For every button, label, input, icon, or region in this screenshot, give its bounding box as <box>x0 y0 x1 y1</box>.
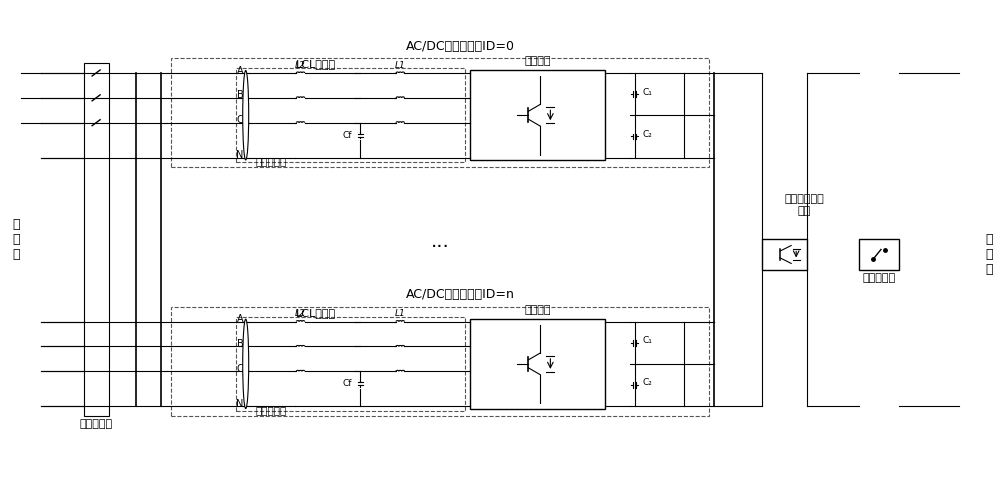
Text: Cf: Cf <box>343 131 352 140</box>
Text: C₂: C₂ <box>643 130 652 139</box>
Text: A: A <box>237 314 244 324</box>
Text: 交
流
侧: 交 流 侧 <box>13 218 20 261</box>
Text: AC/DC模块，通信ID=n: AC/DC模块，通信ID=n <box>406 288 515 301</box>
Text: C: C <box>237 364 244 374</box>
Bar <box>470 70 605 161</box>
Text: AC/DC模块，通信ID=0: AC/DC模块，通信ID=0 <box>406 40 515 53</box>
Text: B: B <box>237 90 244 100</box>
Bar <box>236 68 465 163</box>
Text: L2: L2 <box>295 309 306 318</box>
Bar <box>762 239 807 270</box>
Bar <box>84 63 109 416</box>
Text: B: B <box>237 339 244 349</box>
Text: C₁: C₁ <box>643 87 652 96</box>
Text: N: N <box>236 150 244 160</box>
Text: C₂: C₂ <box>643 379 652 388</box>
Bar <box>171 58 709 167</box>
Text: 三相全桥: 三相全桥 <box>524 305 551 315</box>
Text: 直
流
侧: 直 流 侧 <box>985 233 992 276</box>
Text: L1: L1 <box>395 61 406 70</box>
Bar <box>470 319 605 409</box>
Bar <box>859 239 899 270</box>
Text: 直流故障保护
单元: 直流故障保护 单元 <box>784 194 824 216</box>
Bar <box>171 307 709 416</box>
Text: 交流断路器: 交流断路器 <box>80 419 113 429</box>
Text: Cf: Cf <box>343 379 352 388</box>
Ellipse shape <box>243 71 249 160</box>
Text: L1: L1 <box>395 309 406 318</box>
Text: L2: L2 <box>295 61 306 70</box>
Bar <box>236 317 465 411</box>
Text: 共模滤波器: 共模滤波器 <box>256 405 287 415</box>
Ellipse shape <box>243 319 249 409</box>
Text: 直流断路器: 直流断路器 <box>862 273 896 283</box>
Text: C: C <box>237 115 244 125</box>
Text: LCL滤波器: LCL滤波器 <box>296 308 336 318</box>
Text: A: A <box>237 66 244 76</box>
Text: LCL滤波器: LCL滤波器 <box>296 59 336 69</box>
Text: C₁: C₁ <box>643 336 652 345</box>
Text: ···: ··· <box>431 238 450 256</box>
Text: N: N <box>236 399 244 409</box>
Text: 三相全桥: 三相全桥 <box>524 56 551 66</box>
Text: 共模滤波器: 共模滤波器 <box>256 157 287 166</box>
